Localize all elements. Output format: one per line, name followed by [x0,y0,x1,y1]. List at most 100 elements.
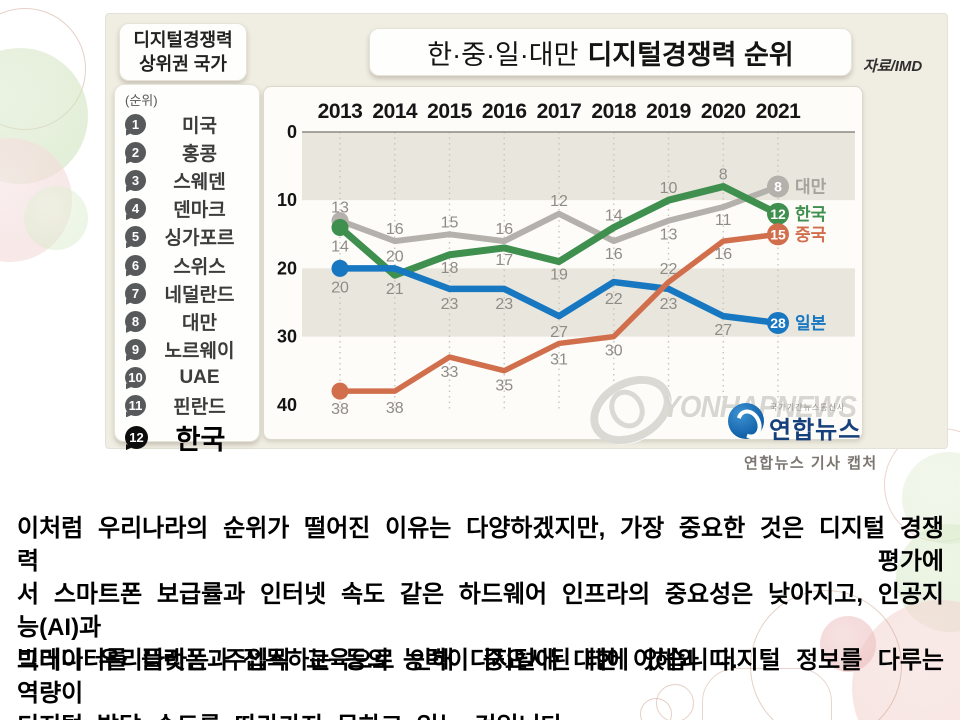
value-label-대만: 16 [495,221,513,238]
value-label-일본: 20 [331,279,349,296]
body-text-line: 이처럼 우리나라의 순위가 떨어진 이유는 다양하겠지만, 가장 중요한 것은 … [17,515,944,575]
value-label-중국: 31 [550,351,568,368]
value-label-한국: 19 [550,267,568,284]
value-label-한국: 18 [441,260,459,277]
body-paragraph-1: 이처럼 우리나라의 순위가 떨어진 이유는 다양하겠지만, 가장 중요한 것은 … [17,512,944,677]
rank-badge: 7 [125,282,146,304]
ranking-item-6: 6 스위스 [121,251,253,279]
rank-country-label: 덴마크 [173,200,226,222]
value-label-한국: 10 [660,180,678,197]
value-label-일본: 23 [660,296,678,313]
rank-country-label: 홍콩 [182,143,217,165]
line-chart: 2013 2014 2015 2016 2017 2018 2019 2020 20210102… [277,100,855,418]
legend-badge-value-일본: 28 [770,315,786,331]
ranking-item-10: 10 UAE [121,364,253,392]
sidebar-header-line2: 상위권 국가 [139,54,227,74]
value-label-대만: 13 [331,200,349,217]
watermark-korean: 연합뉴스 [769,417,862,444]
rank-country-label: 미국 [182,115,217,137]
rank-badge: 11 [125,395,146,417]
decor-ring [0,8,86,130]
value-label-일본: 27 [714,322,732,339]
value-label-한국: 14 [605,207,623,224]
ranking-item-1: 1 미국 [121,110,253,138]
x-axis-year: 2015 [427,100,473,123]
series-line-대만 [337,183,781,245]
source-label: 자료/IMD [863,58,923,75]
legend-badge-일본 [767,311,789,334]
x-axis-year: 2018 [591,100,637,123]
ranking-sidebar: (순위) 1 미국 2 홍콩 3 스웨덴 4 덴마크 5 싱가포르 6 스위스 7 네덜란드 8 대만 9 노르웨… [114,84,260,455]
title-prefix: 한·중·일·대만 [427,39,579,70]
title-emphasis: 디지털경쟁력 순위 [587,39,794,70]
decor-bubble [24,186,88,250]
value-label-한국: 8 [719,167,728,184]
legend-badge-value-한국: 12 [770,206,786,222]
legend-badge-value-중국: 15 [770,226,786,242]
value-label-한국: 21 [386,281,404,298]
series-start-dot-한국 [331,218,349,236]
x-axis-year: 2014 [372,100,418,123]
legend-badge-중국 [767,223,789,246]
legend-badge-value-대만: 8 [774,179,782,195]
ranking-item-5: 5 싱가포르 [121,223,253,251]
rank-badge: 6 [125,254,146,276]
value-label-중국: 16 [714,246,732,263]
value-label-일본: 22 [605,291,623,308]
rank-country-label: 핀란드 [173,397,226,419]
x-axis-year: 2013 [318,100,363,123]
value-label-중국: 33 [441,364,459,381]
decor-bubble [0,138,72,262]
body-text-line: 디지털 발달 속도를 따라가지 못하고 있는 것입니다. [17,710,944,720]
sidebar-header-line1: 디지털경쟁력 [133,29,233,50]
legend-name-일본: 일본 [795,314,827,333]
value-label-중국: 38 [386,400,404,417]
watermark: YONHAPNEWS 국가기간뉴스통신사 연합뉴스 [578,362,860,458]
ranking-item-7: 7 네덜란드 [121,279,253,307]
value-label-대만: 15 [441,214,459,231]
rank-badge: 10 [125,367,146,389]
y-axis-tick: 10 [277,190,297,210]
rank-unit-label: (순위) [125,93,158,108]
value-label-대만: 13 [660,227,678,244]
rank-country-label: 대만 [182,312,217,334]
value-label-일본: 20 [386,248,404,265]
x-axis-year: 2017 [537,100,582,123]
series-line-중국 [337,231,781,394]
rank-country-label: 싱가포르 [164,228,235,250]
value-label-한국: 17 [495,252,513,269]
rank-country-label: 스웨덴 [173,171,226,193]
rank-country-label: 네덜란드 [164,284,235,306]
rank-badge: 4 [125,198,146,220]
x-axis-year: 2016 [482,100,527,123]
legend-name-한국: 한국 [795,205,827,224]
value-label-중국: 30 [605,343,623,360]
ranking-item-8: 8 대만 [121,307,253,335]
legend-name-대만: 대만 [795,178,827,197]
value-label-중국: 22 [660,261,678,278]
rank-badge: 1 [125,113,146,135]
rank-badge: 8 [125,310,146,332]
ranking-item-11: 11 핀란드 [121,392,253,420]
rank-country-label: UAE [179,366,220,388]
rank-badge: 9 [125,339,146,361]
body-text-line: 서 스마트폰 보급률과 인터넷 속도 같은 하드웨어 인프라의 중요성은 낮아지… [17,581,944,641]
rank-badge: 2 [125,141,146,163]
ranking-item-9: 9 노르웨이 [121,336,253,364]
yonhap-tagline: 국가기간뉴스통신사 [770,403,846,412]
body-text-line: 그러나 우리나라는 주입식 교육으로 인해 디지털에 대한 이해와 디지털 정보… [17,647,944,707]
rank-badge: 3 [125,169,146,191]
x-axis-year: 2021 [756,100,802,123]
chart-card: 2013 2014 2015 2016 2017 2018 2019 2020 2021 0 10 2… [263,86,863,458]
image-caption: 연합뉴스 기사 캡처 [744,455,878,472]
decor-bubble [0,48,88,184]
body-paragraph-2: 그러나 우리나라는 주입식 교육으로 인해 디지털에 대한 이해와 디지털 정보… [17,644,944,720]
x-axis-year: 2019 [646,100,691,123]
value-label-중국: 35 [495,378,513,395]
ranking-item-4: 4 덴마크 [121,195,253,223]
value-label-일본: 23 [495,296,513,313]
rank-badge: 12 [125,426,148,450]
series-line-일본 [336,265,782,327]
rank-country-label: 노르웨이 [164,341,235,363]
